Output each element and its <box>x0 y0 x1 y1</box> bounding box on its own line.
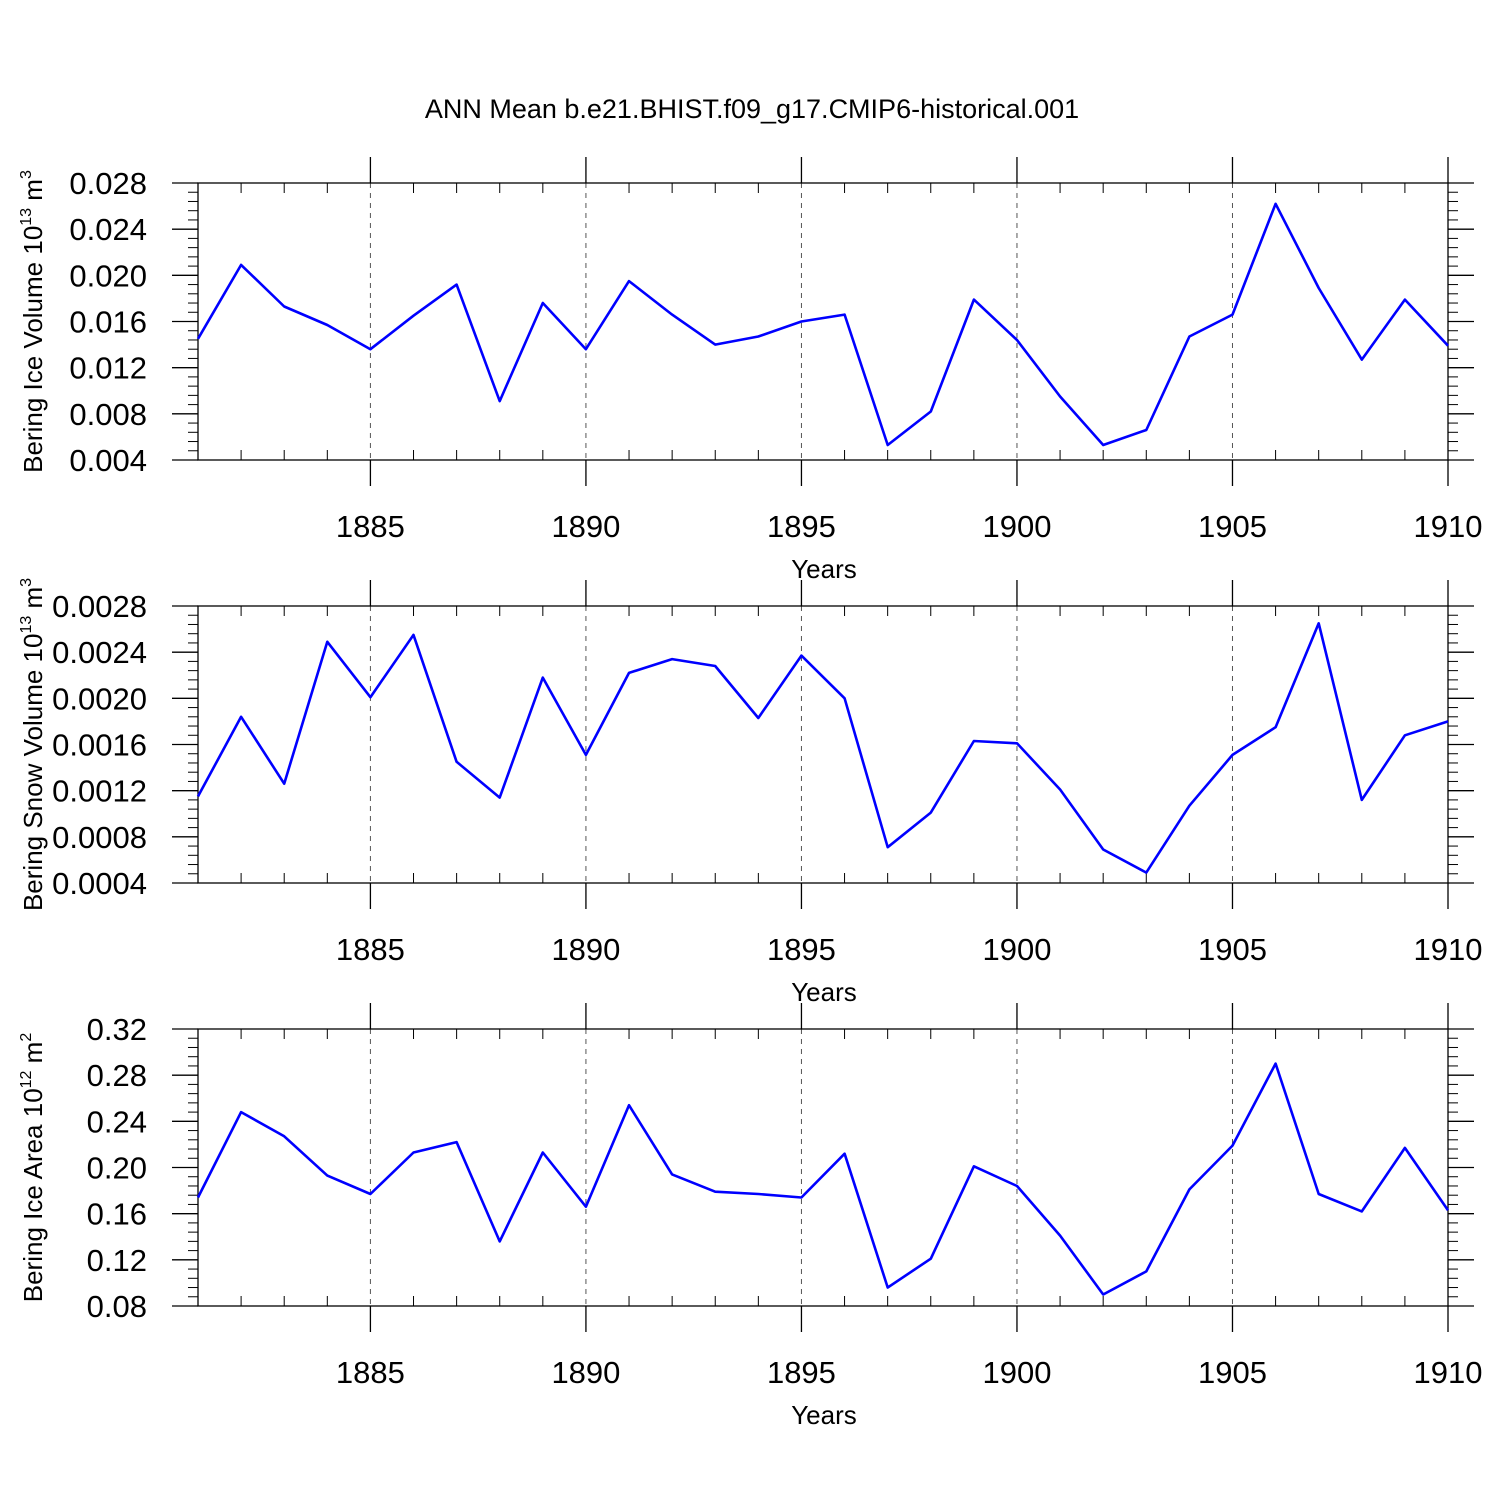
x-axis-label: Years <box>791 977 857 1007</box>
x-tick-label: 1885 <box>336 509 405 544</box>
y-tick-label: 0.016 <box>69 305 147 340</box>
y-tick-label: 0.0028 <box>52 589 147 624</box>
x-tick-label: 1890 <box>551 932 620 967</box>
x-tick-label: 1900 <box>982 509 1051 544</box>
plot-frame <box>197 605 1449 884</box>
y-tick-label: 0.20 <box>87 1151 147 1186</box>
y-tick-label: 0.0012 <box>52 774 147 809</box>
chart-panel-2: 1885 1890 1895 1900 1905 1910 0.0004 0.0008 0.00… <box>18 578 1482 1007</box>
y-tick-label: 0.004 <box>69 443 147 478</box>
x-tick-label: 1895 <box>767 932 836 967</box>
plot-frame <box>197 182 1449 461</box>
x-tick-label: 1905 <box>1198 509 1267 544</box>
plot-frame <box>197 1028 1449 1307</box>
y-tick-label: 0.028 <box>69 166 147 201</box>
y-tick-label: 0.24 <box>87 1104 147 1139</box>
x-tick-label: 1885 <box>336 932 405 967</box>
y-tick-label: 0.0004 <box>52 866 147 901</box>
chart-panel-3: 1885 1890 1895 1900 1905 1910 0.08 0.12 0.16 0.20… <box>18 1003 1482 1430</box>
panels: 1885 1890 1895 1900 1905 1910 0.004 0.008 0.012 0… <box>18 157 1482 1430</box>
y-tick-label: 0.12 <box>87 1243 147 1278</box>
x-tick-label: 1890 <box>551 509 620 544</box>
y-tick-label: 0.16 <box>87 1197 147 1232</box>
x-tick-label: 1905 <box>1198 932 1267 967</box>
y-tick-label: 0.012 <box>69 351 147 386</box>
x-tick-label: 1895 <box>767 1355 836 1390</box>
x-axis-label: Years <box>791 1400 857 1430</box>
y-tick-label: 0.0016 <box>52 728 147 763</box>
series-line <box>196 202 1449 447</box>
series-line <box>196 621 1449 874</box>
x-tick-label: 1905 <box>1198 1355 1267 1390</box>
x-tick-label: 1885 <box>336 1355 405 1390</box>
x-tick-label: 1890 <box>551 1355 620 1390</box>
x-axis-label: Years <box>791 554 857 584</box>
x-tick-label: 1910 <box>1414 1355 1483 1390</box>
x-tick-label: 1910 <box>1414 932 1483 967</box>
x-tick-label: 1900 <box>982 1355 1051 1390</box>
figure-title: ANN Mean b.e21.BHIST.f09_g17.CMIP6-histo… <box>425 94 1079 124</box>
y-axis-label: Bering Ice Area 1012 m2 <box>18 1033 48 1303</box>
y-tick-label: 0.32 <box>87 1012 147 1047</box>
y-tick-label: 0.008 <box>69 397 147 432</box>
y-tick-label: 0.020 <box>69 258 147 293</box>
y-axis-label: Bering Snow Volume 1013 m3 <box>18 578 48 911</box>
chart-panel-1: 1885 1890 1895 1900 1905 1910 0.004 0.008 0.012 0… <box>18 157 1482 584</box>
y-tick-label: 0.28 <box>87 1058 147 1093</box>
x-tick-label: 1900 <box>982 932 1051 967</box>
y-tick-label: 0.0020 <box>52 681 147 716</box>
x-tick-label: 1910 <box>1414 509 1483 544</box>
series-line <box>196 1062 1450 1296</box>
y-tick-label: 0.0008 <box>52 820 147 855</box>
y-tick-label: 0.08 <box>87 1289 147 1324</box>
y-axis-label: Bering Ice Volume 1013 m3 <box>18 170 48 473</box>
x-tick-label: 1895 <box>767 509 836 544</box>
y-tick-label: 0.024 <box>69 212 147 247</box>
y-tick-label: 0.0024 <box>52 635 147 670</box>
